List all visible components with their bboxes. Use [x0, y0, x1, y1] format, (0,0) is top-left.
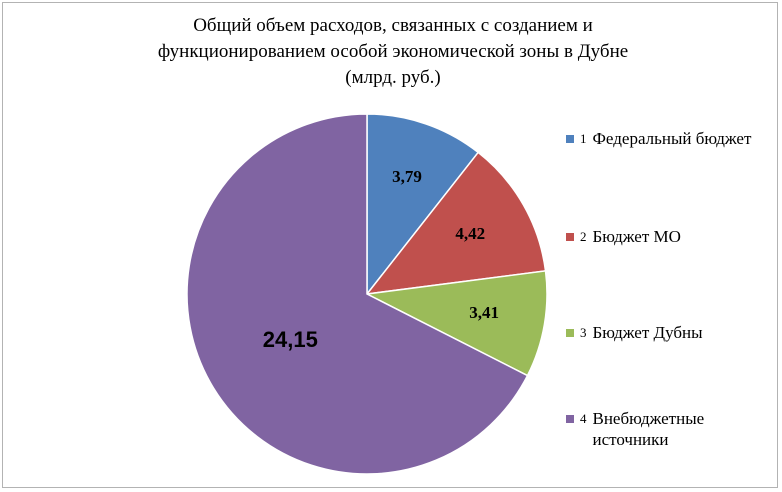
chart-title: Общий объем расходов, связанных с создан… [93, 13, 693, 91]
legend-item-mo: 2 Бюджет МО [566, 226, 681, 247]
legend-number-offbudget: 4 [580, 411, 587, 426]
legend-item-dubna: 3 Бюджет Дубны [566, 322, 703, 343]
pie-slice-mo [365, 151, 547, 295]
legend-item-offbudget: 4 Внебюджетные источники [566, 408, 704, 450]
legend-number-federal: 1 [580, 131, 587, 146]
legend-swatch-federal [566, 135, 574, 143]
pie-slice-offbudget [186, 113, 529, 475]
chart-title-line-3: (млрд. руб.) [345, 67, 441, 88]
legend-label-federal: Федеральный бюджет [592, 129, 752, 148]
chart-title-line-2: функционированием особой экономической з… [157, 41, 629, 62]
data-label-mo: 4,42 [455, 224, 485, 243]
data-label-offbudget: 24,15 [263, 327, 318, 352]
data-label-federal: 3,79 [392, 167, 422, 186]
legend-swatch-mo [566, 233, 574, 241]
legend-swatch-dubna [566, 329, 574, 337]
legend-label-offbudget: Внебюджетные источники [592, 409, 705, 449]
pie-slice-dubna [364, 270, 548, 377]
legend-label-dubna: Бюджет Дубны [592, 323, 703, 342]
legend-item-federal: 1 Федеральный бюджет [566, 128, 751, 149]
legend-label-mo: Бюджет МО [592, 227, 681, 246]
legend-number-dubna: 3 [580, 325, 587, 340]
legend-swatch-offbudget [566, 415, 574, 423]
legend-number-mo: 2 [580, 229, 587, 244]
data-label-dubna: 3,41 [469, 303, 499, 322]
pie-slice-federal [366, 113, 480, 297]
chart-title-line-1: Общий объем расходов, связанных с создан… [193, 15, 593, 36]
